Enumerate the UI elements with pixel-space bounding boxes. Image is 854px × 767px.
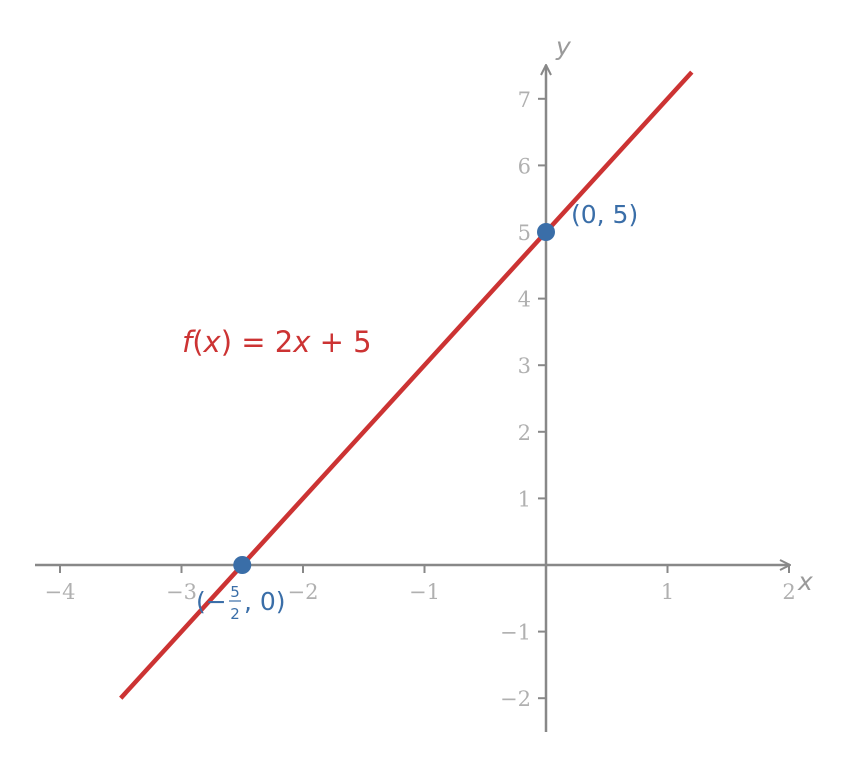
point-y-intercept xyxy=(537,223,555,241)
fn-rest: + 5 xyxy=(310,325,371,359)
y-tick-label: 6 xyxy=(518,154,531,178)
fn-x2: x xyxy=(292,325,311,359)
y-tick-label: 3 xyxy=(518,354,531,378)
fraction-denominator: 2 xyxy=(230,605,240,623)
y-tick-label: −2 xyxy=(500,687,531,711)
x-tick-label: −4 xyxy=(45,580,76,604)
y-tick-label: 4 xyxy=(518,288,531,312)
label-x-intercept: (− xyxy=(196,587,227,616)
y-tick-label: −1 xyxy=(500,621,531,645)
x-tick-label: 2 xyxy=(782,580,795,604)
y-tick-label: 2 xyxy=(518,421,531,445)
y-tick-label: 7 xyxy=(518,88,531,112)
x-tick-label: 1 xyxy=(661,580,674,604)
label-y-intercept: (0, 5) xyxy=(571,200,638,229)
y-axis-label: y xyxy=(555,32,572,61)
fraction-numerator: 5 xyxy=(230,583,240,601)
label-x-intercept-suffix: , 0) xyxy=(244,587,286,616)
series-line xyxy=(119,70,694,700)
y-ticks: −2 −1 1 2 3 4 5 6 7 xyxy=(500,88,546,711)
fn-eq: = 2 xyxy=(232,325,293,359)
y-tick-label: 1 xyxy=(518,487,531,511)
x-ticks: −4 −3 −2 −1 1 2 xyxy=(45,565,796,604)
fn-x: x xyxy=(203,325,222,359)
point-x-intercept xyxy=(233,556,252,574)
fn-open: ( xyxy=(192,325,203,359)
function-label: f(x) = 2x + 5 xyxy=(182,325,372,359)
y-tick-label: 5 xyxy=(518,221,531,245)
x-axis-label: x xyxy=(797,567,813,596)
fn-close: ) xyxy=(221,325,232,359)
label-x-intercept-prefix: (− xyxy=(196,587,227,616)
x-tick-label: −3 xyxy=(166,580,197,604)
x-tick-label: −1 xyxy=(409,580,440,604)
x-tick-label: −2 xyxy=(288,580,319,604)
